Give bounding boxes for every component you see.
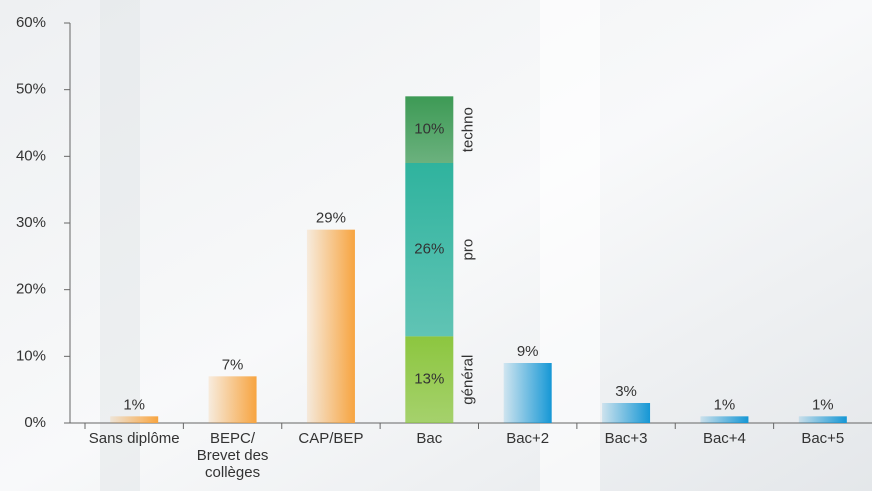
segment-label: 10% bbox=[414, 121, 444, 138]
x-tick-label: BEPC/Brevet des collèges bbox=[197, 430, 269, 481]
y-tick-label: 40% bbox=[16, 147, 46, 164]
y-tick-label: 50% bbox=[16, 81, 46, 98]
segment-name: techno bbox=[459, 107, 476, 152]
x-tick-label: Bac+4 bbox=[703, 430, 746, 447]
background-pillar bbox=[100, 0, 140, 491]
x-tick-label: Bac+3 bbox=[605, 430, 648, 447]
y-tick-label: 30% bbox=[16, 214, 46, 231]
bar bbox=[306, 229, 355, 423]
y-tick-label: 0% bbox=[24, 414, 46, 431]
data-label: 1% bbox=[123, 396, 145, 413]
stacked-bar-segment bbox=[405, 163, 454, 337]
x-tick-label: CAP/BEP bbox=[298, 430, 363, 447]
bar bbox=[503, 363, 552, 423]
bar bbox=[110, 416, 159, 423]
data-label: 9% bbox=[517, 343, 539, 360]
y-tick-label: 20% bbox=[16, 281, 46, 298]
x-tick-label: Bac bbox=[416, 430, 442, 447]
x-tick-label: Bac+2 bbox=[506, 430, 549, 447]
x-tick-label: Sans diplôme bbox=[89, 430, 180, 447]
bar bbox=[798, 416, 847, 423]
segment-label: 13% bbox=[414, 371, 444, 388]
stacked-bar-segment bbox=[405, 96, 454, 163]
y-tick-label: 10% bbox=[16, 347, 46, 364]
data-label: 29% bbox=[316, 210, 346, 227]
segment-label: 26% bbox=[414, 241, 444, 258]
segment-name: pro bbox=[459, 239, 476, 261]
data-label: 7% bbox=[222, 356, 244, 373]
bar bbox=[700, 416, 749, 423]
bar bbox=[208, 376, 257, 423]
y-tick-label: 60% bbox=[16, 14, 46, 31]
bar bbox=[602, 403, 651, 423]
stacked-bar-segment bbox=[405, 336, 454, 423]
data-label: 1% bbox=[714, 396, 736, 413]
segment-name: général bbox=[459, 355, 476, 405]
data-label: 3% bbox=[615, 383, 637, 400]
data-label: 1% bbox=[812, 396, 834, 413]
x-tick-label: Bac+5 bbox=[801, 430, 844, 447]
